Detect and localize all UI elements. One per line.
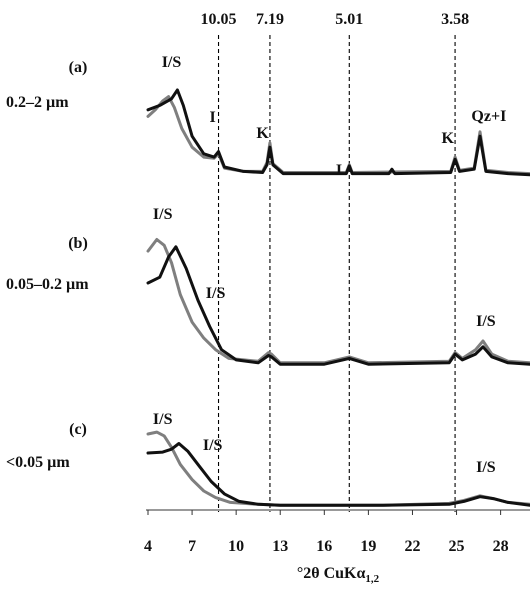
- panel-2: (c) <0.05 µm I/S I/S I/S: [6, 411, 530, 507]
- annotation-2-2: I/S: [476, 459, 496, 476]
- panel-size-1: 0.05–0.2 µm: [6, 276, 89, 293]
- x-tick-label-7: 25: [449, 538, 465, 555]
- series-2-black: [146, 442, 530, 507]
- x-tick-label-0: 4: [144, 538, 152, 555]
- annotation-1-2: I/S: [476, 313, 496, 330]
- annotation-0-5: Qz+I: [471, 108, 506, 125]
- x-axis-label-sub: 1,2: [365, 573, 379, 585]
- peak-label-1: 7.19: [256, 11, 284, 28]
- panel-size-2: <0.05 µm: [6, 454, 70, 471]
- annotation-0-2: K: [256, 125, 269, 142]
- x-ticks: 4 7 10 13 16 19 22 25 28: [144, 510, 509, 555]
- x-tick-label-3: 13: [272, 538, 288, 555]
- annotation-0-0: I/S: [162, 54, 182, 71]
- x-tick-label-2: 10: [228, 538, 244, 555]
- panel-0: (a) 0.2–2 µm I/S I K I K Qz+I: [6, 54, 530, 179]
- annotation-1-1: I/S: [206, 285, 226, 302]
- annotation-0-1: I: [210, 109, 216, 126]
- annotation-2-0: I/S: [153, 411, 173, 428]
- panel-id-2: (c): [69, 421, 87, 438]
- x-axis-label-main: °2θ CuKα: [297, 565, 366, 582]
- panel-size-0: 0.2–2 µm: [6, 94, 69, 111]
- panel-id-1: (b): [68, 235, 88, 252]
- x-tick-label-8: 28: [493, 538, 509, 555]
- panel-id-0: (a): [69, 59, 88, 76]
- x-tick-label-1: 7: [188, 538, 196, 555]
- peak-lines: [217, 35, 456, 512]
- x-axis-label: °2θ CuKα1,2: [297, 565, 380, 585]
- annotation-0-4: K: [441, 130, 454, 147]
- peak-label-0: 10.05: [201, 11, 237, 28]
- series-1-black: [146, 245, 530, 366]
- annotation-0-3: I: [336, 162, 342, 179]
- panels: (a) 0.2–2 µm I/S I K I K Qz+I (b) 0.05–0.2 µm I/S I…: [6, 54, 530, 507]
- series-1-gray: [146, 238, 530, 365]
- x-tick-label-6: 22: [404, 538, 420, 555]
- annotation-1-0: I/S: [153, 206, 173, 223]
- panel-1: (b) 0.05–0.2 µm I/S I/S I/S: [6, 206, 530, 366]
- x-tick-label-4: 16: [316, 538, 332, 555]
- annotation-2-1: I/S: [203, 437, 223, 454]
- x-tick-label-5: 19: [360, 538, 376, 555]
- series-0-black: [146, 88, 530, 177]
- peak-label-3: 3.58: [441, 11, 469, 28]
- peak-labels: 10.05 7.19 5.01 3.58: [201, 11, 470, 28]
- peak-label-2: 5.01: [335, 11, 363, 28]
